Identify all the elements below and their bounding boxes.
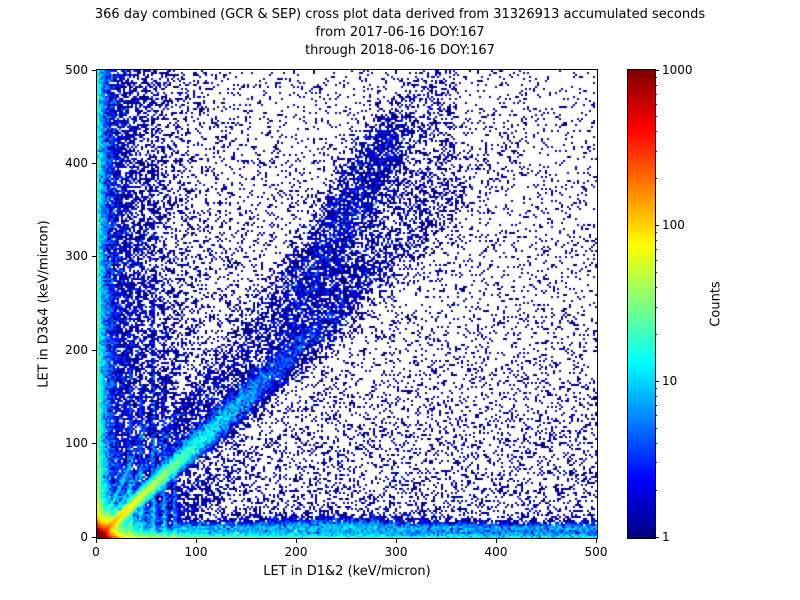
colorbar-minor-tick-mark	[655, 104, 657, 105]
colorbar-label: Counts	[708, 281, 724, 327]
colorbar-minor-tick-mark	[655, 131, 657, 132]
x-tick-mark	[396, 539, 397, 543]
colorbar-minor-tick-mark	[655, 396, 657, 397]
colorbar-minor-tick-mark	[655, 116, 657, 117]
y-tick-mark	[92, 443, 96, 444]
x-tick-label: 400	[484, 545, 508, 559]
x-tick-mark	[96, 539, 97, 543]
colorbar-minor-tick-mark	[655, 388, 657, 389]
colorbar-minor-tick-mark	[655, 77, 657, 78]
x-tick-label: 500	[584, 545, 608, 559]
x-tick-label: 200	[284, 545, 308, 559]
y-tick-label: 300	[65, 249, 88, 263]
colorbar	[627, 69, 656, 539]
colorbar-minor-tick-mark	[655, 443, 657, 444]
x-tick-label: 100	[184, 545, 208, 559]
chart-title-line1: 366 day combined (GCR & SEP) cross plot …	[94, 7, 706, 22]
y-tick-mark	[92, 350, 96, 351]
x-tick-mark	[196, 539, 197, 543]
colorbar-minor-tick-mark	[655, 232, 657, 233]
y-tick-label: 200	[65, 343, 88, 357]
y-tick-mark	[92, 537, 96, 538]
colorbar-minor-tick-mark	[655, 249, 657, 250]
x-tick-mark	[596, 539, 597, 543]
colorbar-minor-tick-mark	[655, 405, 657, 406]
x-tick-label: 300	[384, 545, 408, 559]
colorbar-minor-tick-mark	[655, 272, 657, 273]
colorbar-minor-tick-mark	[655, 462, 657, 463]
colorbar-tick-label: 10	[662, 374, 678, 388]
colorbar-canvas	[628, 70, 655, 538]
colorbar-tick-mark	[655, 225, 659, 226]
colorbar-minor-tick-mark	[655, 287, 657, 288]
y-tick-label: 0	[80, 530, 88, 544]
y-tick-label: 400	[65, 156, 88, 170]
colorbar-tick-label: 1	[662, 530, 670, 544]
colorbar-tick-mark	[655, 537, 659, 538]
colorbar-minor-tick-mark	[655, 334, 657, 335]
y-tick-label: 100	[65, 436, 88, 450]
y-tick-mark	[92, 70, 96, 71]
colorbar-minor-tick-mark	[655, 428, 657, 429]
scatter-density-canvas	[97, 70, 597, 538]
colorbar-tick-mark	[655, 70, 659, 71]
y-tick-label: 500	[65, 63, 88, 77]
y-axis-label: LET in D3&4 (keV/micron)	[36, 220, 52, 388]
colorbar-minor-tick-mark	[655, 240, 657, 241]
colorbar-tick-mark	[655, 381, 659, 382]
x-tick-mark	[496, 539, 497, 543]
colorbar-minor-tick-mark	[655, 415, 657, 416]
colorbar-minor-tick-mark	[655, 151, 657, 152]
colorbar-minor-tick-mark	[655, 85, 657, 86]
colorbar-minor-tick-mark	[655, 94, 657, 95]
colorbar-minor-tick-mark	[655, 307, 657, 308]
y-tick-mark	[92, 256, 96, 257]
chart-title-line2: from 2017-06-16 DOY:167	[315, 25, 485, 40]
y-tick-mark	[92, 163, 96, 164]
x-axis-label: LET in D1&2 (keV/micron)	[263, 564, 431, 579]
x-tick-label: 0	[92, 545, 100, 559]
x-tick-mark	[296, 539, 297, 543]
chart-title-line3: through 2018-06-16 DOY:167	[305, 43, 495, 58]
colorbar-tick-label: 100	[662, 218, 685, 232]
colorbar-minor-tick-mark	[655, 490, 657, 491]
colorbar-minor-tick-mark	[655, 178, 657, 179]
colorbar-tick-label: 1000	[662, 63, 693, 77]
plot-area	[96, 69, 598, 539]
colorbar-minor-tick-mark	[655, 260, 657, 261]
